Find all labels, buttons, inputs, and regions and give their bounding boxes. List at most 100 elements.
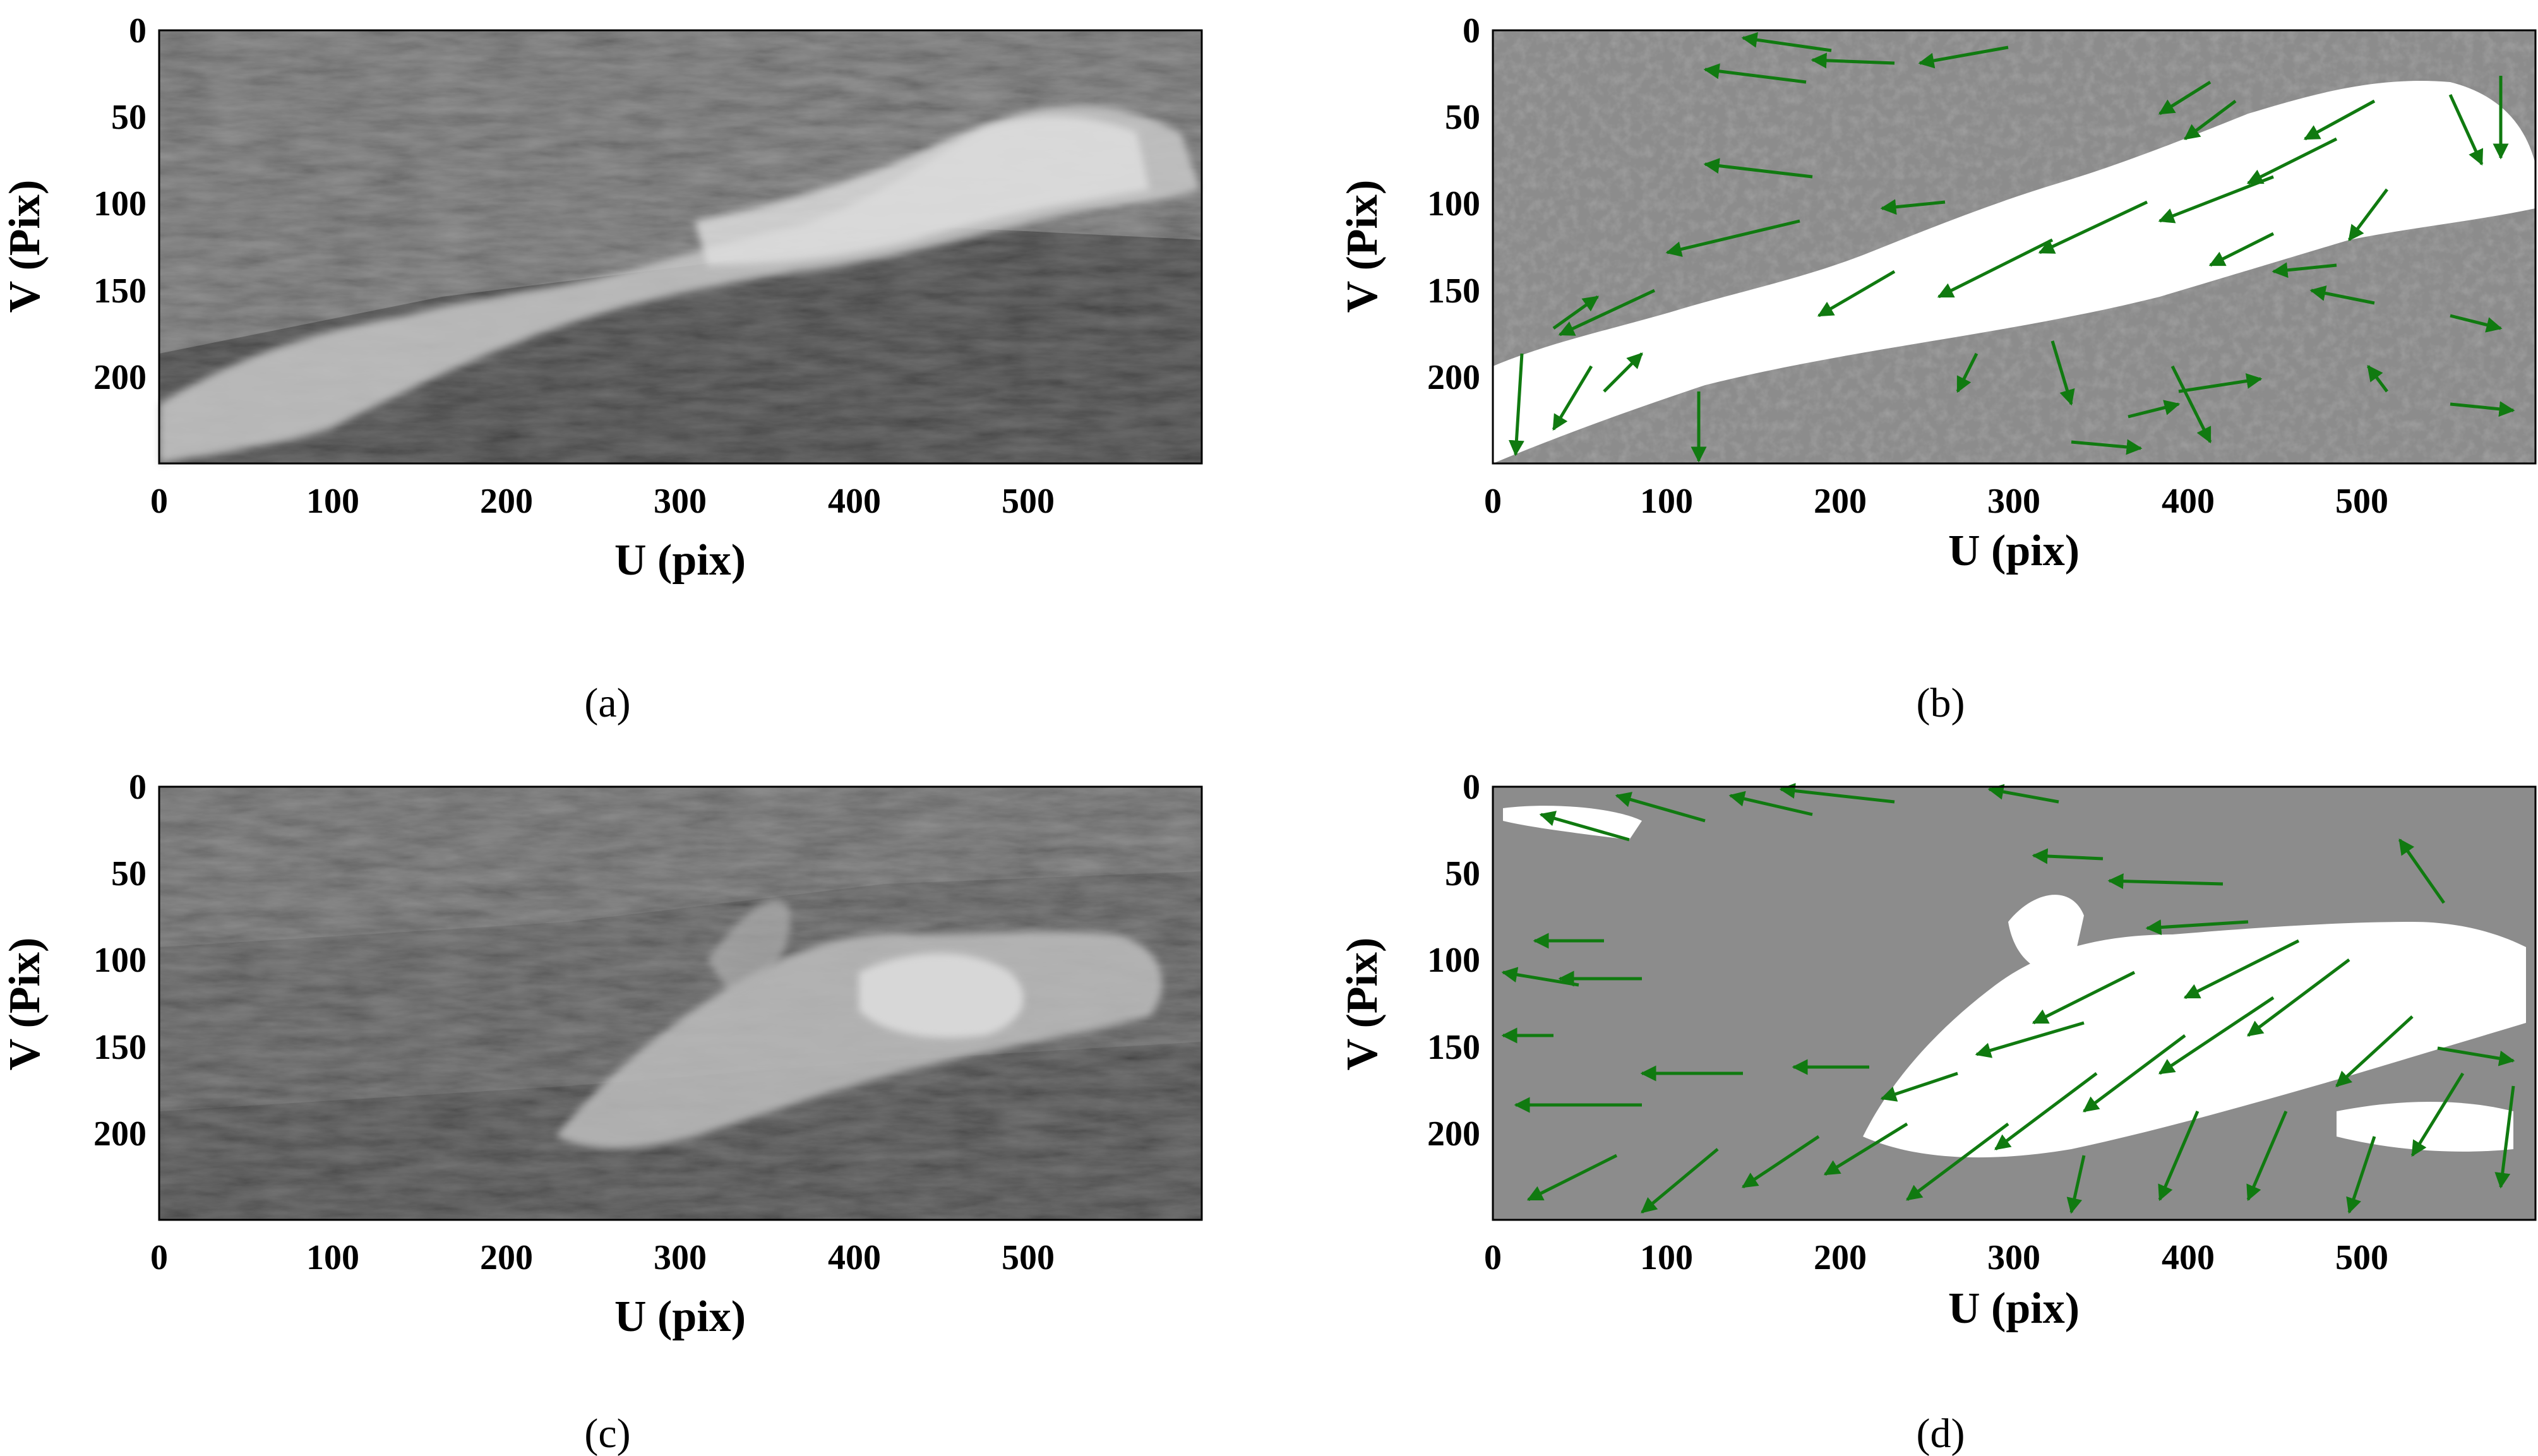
vector-arrow [1987,784,2059,804]
x-tick-label: 100 [1640,482,1693,521]
vector-arrow [2107,873,2224,890]
panel-label-d: (d) [1917,1411,1965,1456]
vector-arrow [2032,970,2136,1025]
y-tick-label: 150 [1427,272,1480,311]
y-ticks-c: 0 50 100 150 200 [93,768,147,1154]
vector-arrow [2170,365,2212,444]
y-tick-label: 50 [1445,854,1480,893]
x-tick-label: 400 [2162,482,2215,521]
x-tick-label: 300 [1987,1238,2040,1277]
vector-arrow [1526,1154,1618,1202]
vector-arrow [1558,289,1656,337]
x-tick-label: 500 [1002,1238,1055,1277]
photo-a [159,30,1202,463]
vector-arrow [1741,1135,1820,1189]
vector-arrow [2032,848,2104,864]
panel-label-c: (c) [584,1411,630,1456]
vector-arrow [2050,340,2075,406]
vector-arrow [2335,1015,2414,1087]
y-axis-label-d: V (Pix) [1338,938,1387,1071]
y-ticks-a: 0 50 100 150 200 [93,11,147,397]
x-tick-label: 200 [480,482,533,521]
y-tick-label: 100 [93,184,147,224]
y-tick-label: 0 [1463,768,1480,807]
x-tick-label: 400 [828,1238,881,1277]
y-tick-label: 100 [1427,184,1480,224]
vectors-b [1508,32,2515,463]
vector-arrow [2303,99,2376,141]
vector-arrow [2158,80,2212,116]
axes-frame-a [158,29,1203,465]
x-axis-label-d: U (pix) [1948,1284,2080,1333]
y-axis-label-c: V (Pix) [1,938,49,1071]
vector-arrow [1539,811,1630,842]
y-tick-label: 150 [1427,1028,1480,1067]
vector-arrow [1779,783,1895,804]
panel-label-a: (a) [584,680,630,726]
vector-arrow [2083,1034,2186,1113]
x-tick-label: 500 [2335,1238,2388,1277]
y-tick-label: 100 [93,941,147,980]
vectors-d [1501,783,2515,1214]
vector-arrow [1956,352,1978,393]
y-tick-label: 50 [111,98,147,137]
y-tick-label: 200 [1427,1114,1480,1154]
vector-arrow [1552,295,1600,330]
vector-arrow [2183,939,2300,1000]
vector-arrow [2410,1072,2465,1157]
vector-arrow [1811,52,1895,69]
vector-arrow [2437,1046,2515,1066]
panel-label-b: (b) [1917,680,1965,726]
vector-arrow [2246,137,2338,185]
y-tick-label: 50 [1445,98,1480,137]
y-tick-label: 200 [1427,358,1480,397]
vector-arrow [2184,100,2237,140]
vector-arrow [1975,1021,2085,1058]
vector-arrow [1937,238,2054,299]
vector-arrow [2246,1111,2288,1202]
x-axis-label-a: U (pix) [614,536,746,585]
vector-arrow [1741,32,1832,52]
y-tick-label: 0 [129,768,147,807]
x-tick-label: 300 [654,1238,707,1277]
x-axis-label-b: U (pix) [1948,527,2080,575]
vector-arrow [2309,285,2375,305]
x-tick-label: 300 [1987,482,2040,521]
vector-arrow [2348,188,2388,241]
vector-arrow [2367,365,2388,393]
vector-arrow [1906,1123,2009,1201]
x-ticks-a: 0 100 200 300 400 500 [150,482,1055,521]
y-ticks-d: 0 50 100 150 200 [1427,768,1480,1154]
x-tick-label: 200 [480,1238,533,1277]
vector-arrow [1817,270,1896,318]
x-tick-label: 400 [2162,1238,2215,1277]
y-tick-label: 200 [93,1114,147,1154]
x-tick-label: 200 [1814,1238,1867,1277]
x-tick-label: 100 [1640,1238,1693,1277]
x-tick-label: 0 [150,1238,168,1277]
x-tick-label: 200 [1814,482,1867,521]
vector-arrow [1552,365,1593,431]
x-ticks-c: 0 100 200 300 400 500 [150,1238,1055,1277]
x-tick-label: 0 [1484,1238,1502,1277]
x-tick-label: 300 [654,482,707,521]
vector-arrow [2208,232,2275,267]
vector-arrow [2071,439,2143,455]
vector-arrow [2450,401,2515,417]
x-tick-label: 100 [306,482,359,521]
y-axis-label-a: V (Pix) [1,180,49,313]
vector-arrow [1823,1122,1908,1176]
vector-arrow [2038,200,2148,254]
vector-arrow [1918,45,2009,69]
vector-arrow [1508,353,1524,456]
vector-arrow [2158,996,2275,1075]
axes-frame-d [1492,785,2537,1221]
vector-arrow [2158,1111,2200,1202]
vector-arrow [2450,314,2503,333]
x-tick-label: 0 [1484,482,1502,521]
vector-arrow [2145,919,2249,936]
foam-mask-b [1493,30,2535,464]
vector-arrow [1703,158,1813,179]
y-tick-label: 200 [93,358,147,397]
vector-arrow [2346,1136,2376,1214]
